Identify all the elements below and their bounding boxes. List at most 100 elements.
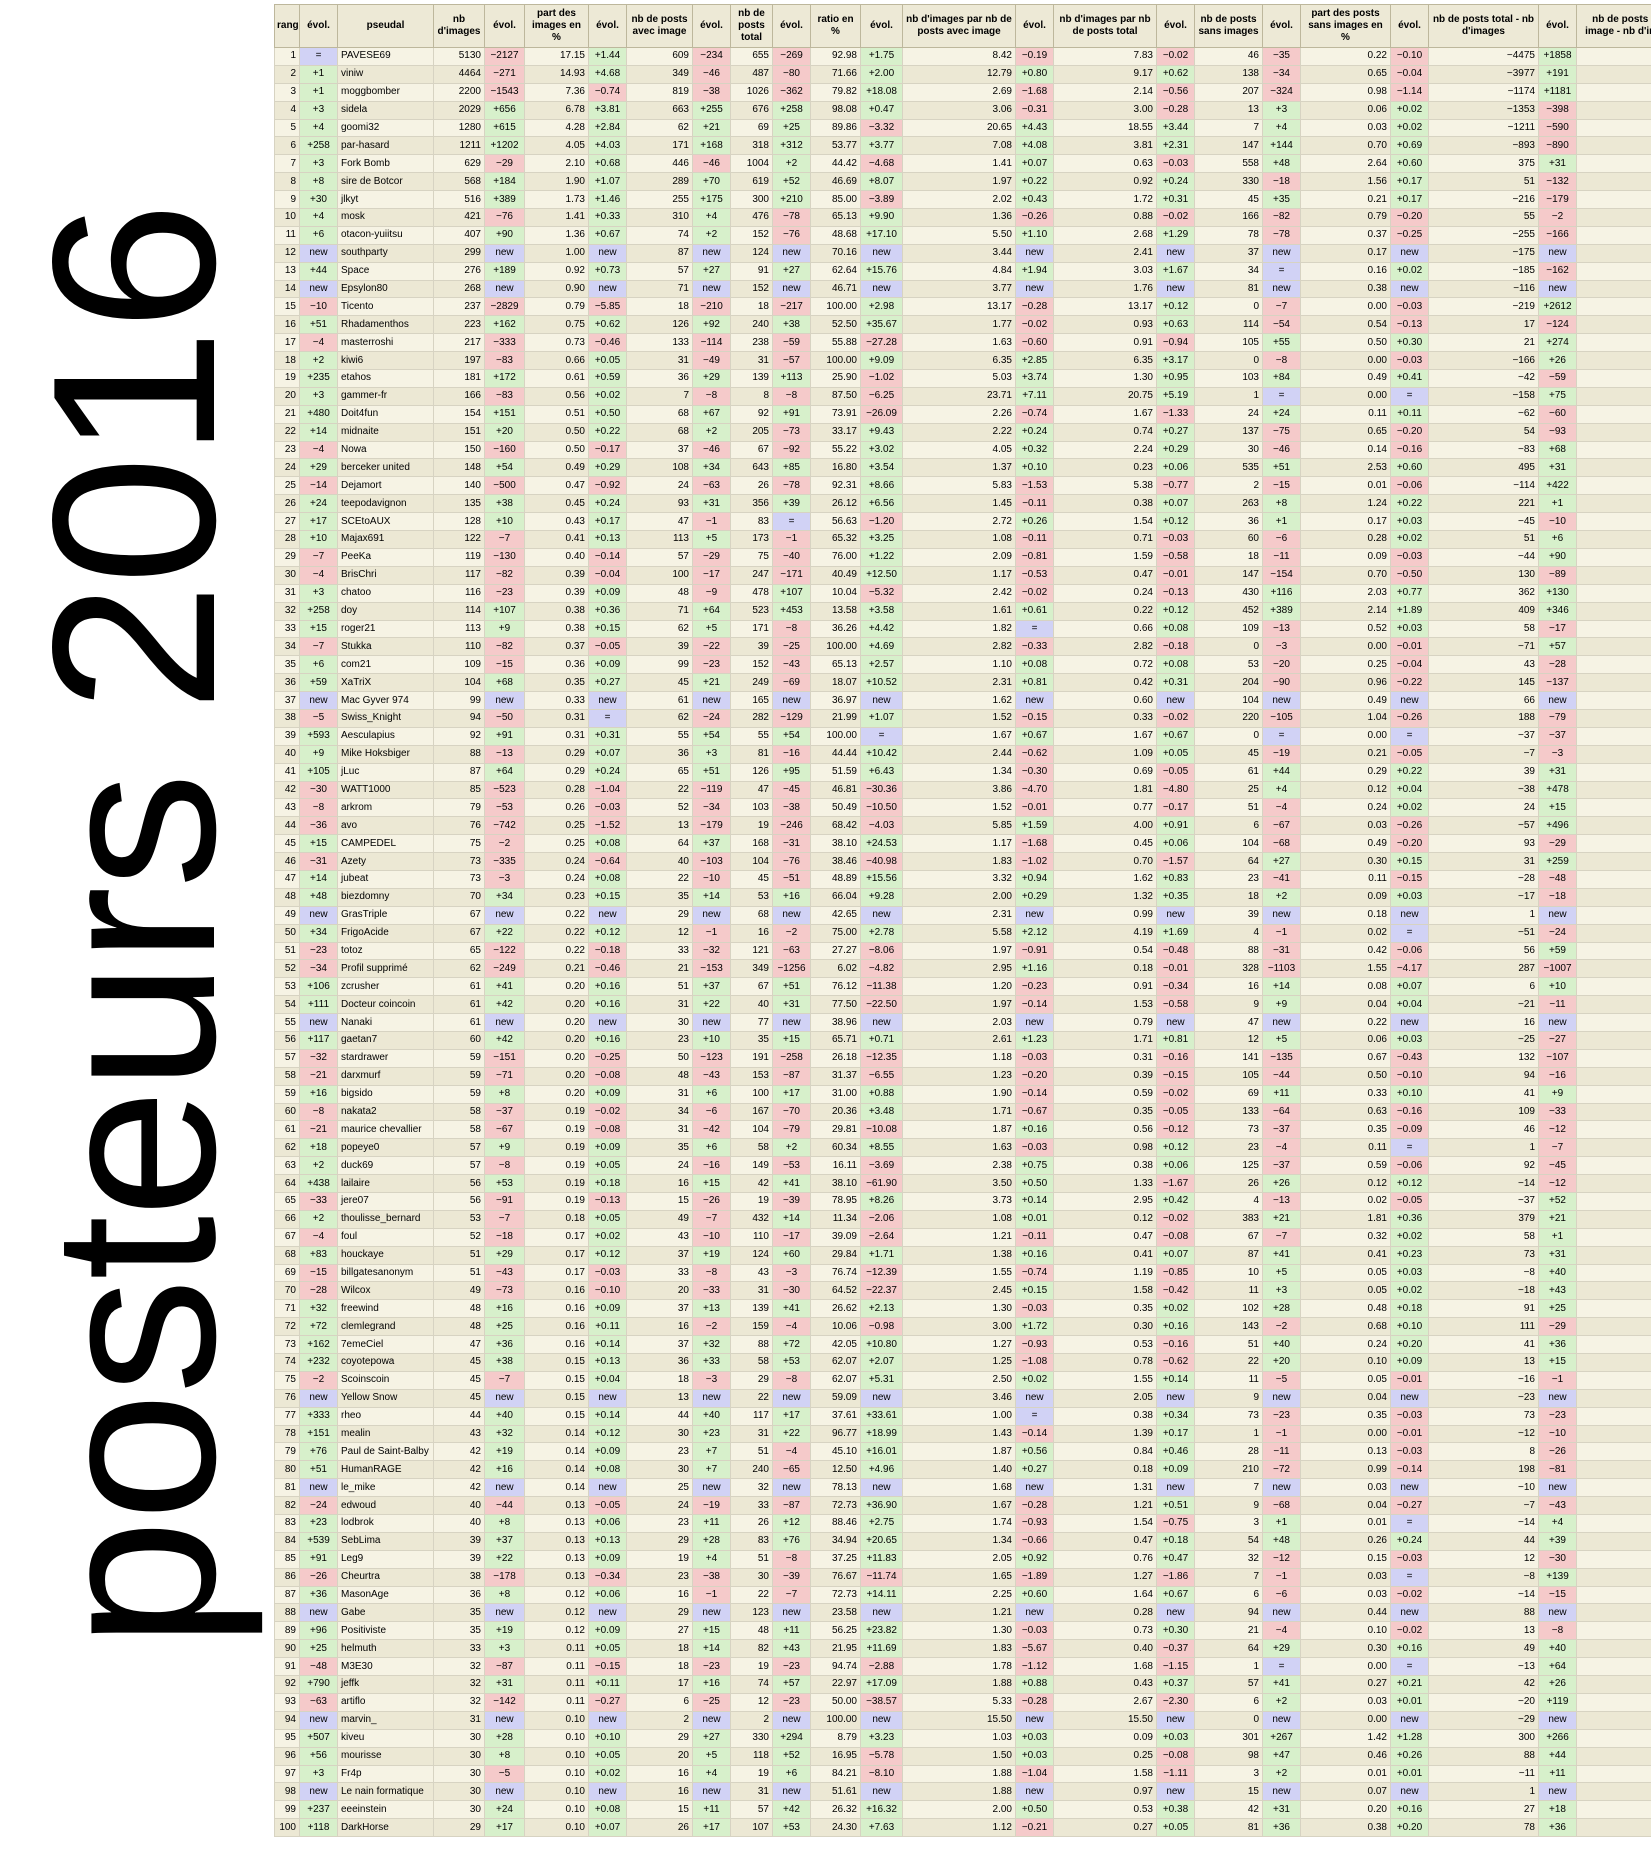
value-cell: 25	[1576, 1675, 1651, 1694]
value-cell: −34	[1576, 1370, 1651, 1390]
value-cell: −70	[1576, 816, 1651, 836]
evolution-cell: −42	[692, 1120, 731, 1140]
value-cell: 1.40	[902, 1460, 1016, 1480]
column-header[interactable]: ratio en %	[810, 4, 861, 48]
pseudo-cell: SCEtoAUX	[337, 512, 434, 532]
evolution-cell: new	[588, 1782, 627, 1802]
column-header[interactable]: part des images en %	[524, 4, 589, 48]
evolution-cell: new	[772, 1710, 811, 1730]
evolution-cell: −2829	[484, 297, 525, 317]
column-header[interactable]: pseudal	[337, 4, 434, 48]
column-header[interactable]: nb de posts sans images	[1194, 4, 1263, 48]
value-cell: 50	[626, 1048, 693, 1068]
column-header[interactable]: nb d'images par nb de posts avec image	[902, 4, 1016, 48]
column-header[interactable]: nb de posts avec image	[626, 4, 693, 48]
value-cell: 87	[626, 243, 693, 263]
value-cell: 61	[433, 1013, 485, 1032]
column-header[interactable]: évol.	[1538, 4, 1577, 48]
evolution-cell: +1.67	[1156, 261, 1195, 281]
evolution-cell: new	[484, 279, 525, 299]
evolution-cell: new	[860, 691, 903, 710]
evolution-cell: −162	[1538, 261, 1577, 281]
value-cell: 383	[1194, 1209, 1263, 1229]
column-header[interactable]: nb de posts total	[730, 4, 773, 48]
column-header[interactable]: évol.	[484, 4, 525, 48]
value-cell: 3.50	[902, 1174, 1016, 1193]
rank-cell: 8	[274, 172, 300, 192]
value-cell: −9	[1576, 852, 1651, 871]
value-cell: 2.82	[1053, 637, 1157, 657]
value-cell: 18	[626, 297, 693, 317]
column-header[interactable]: évol.	[299, 4, 338, 48]
value-cell: 20	[626, 1281, 693, 1301]
rank-cell: 81	[274, 1478, 300, 1498]
column-header[interactable]: évol.	[1015, 4, 1054, 48]
value-cell: 6	[626, 1692, 693, 1712]
value-cell: 13	[626, 1388, 693, 1408]
evolution-cell: +0.13	[588, 1353, 627, 1372]
evolution-cell: +16	[772, 887, 811, 907]
column-header[interactable]: nb d'images par nb de posts total	[1053, 4, 1157, 48]
value-cell: 1.73	[524, 190, 589, 210]
evolution-cell: +38	[484, 494, 525, 514]
column-header[interactable]: évol.	[860, 4, 903, 48]
value-cell: 263	[1194, 494, 1263, 514]
evolution-cell: +0.34	[1156, 1406, 1195, 1426]
column-header[interactable]: nb de posts total - nb d'images	[1428, 4, 1539, 48]
evolution-cell: +15.56	[860, 869, 903, 889]
rank-cell: 93	[274, 1692, 300, 1712]
evolution-cell: −46	[1262, 440, 1301, 460]
value-cell: −237	[1576, 297, 1651, 317]
evolution-cell: +0.35	[1156, 887, 1195, 907]
evolution-cell: +5	[692, 530, 731, 549]
value-cell: 2.41	[1053, 243, 1157, 263]
evolution-cell: +0.38	[1156, 1800, 1195, 1820]
value-cell: 6	[1428, 977, 1539, 997]
value-cell: 55	[730, 726, 773, 746]
column-header[interactable]: rang	[274, 4, 300, 48]
pseudo-cell: sidela	[337, 100, 434, 120]
rank-cell: 84	[274, 1531, 300, 1551]
rank-cell: 42	[274, 780, 300, 800]
value-cell: 0.19	[524, 1192, 589, 1211]
evolution-cell: −0.62	[1015, 744, 1054, 764]
column-header[interactable]: nb de posts sans image - nb d'images	[1576, 4, 1651, 48]
evolution-cell: +0.24	[1390, 1531, 1429, 1551]
evolution-cell: +26	[1538, 1675, 1577, 1694]
value-cell: 1026	[730, 82, 773, 102]
table-row: 40 +9 Mike Hoksbiger 88 −13 0.29 +0.07 36 +3 81 −1…	[274, 744, 1651, 764]
value-cell: 0.19	[524, 1138, 589, 1158]
value-cell: 95	[1576, 1317, 1651, 1337]
evolution-cell: +6	[299, 655, 338, 675]
value-cell: 168	[1576, 1460, 1651, 1480]
evolution-cell: −54	[1262, 315, 1301, 335]
value-cell: 2.10	[524, 154, 589, 174]
value-cell: 0.25	[524, 834, 589, 854]
evolution-cell: +3	[1262, 100, 1301, 120]
evolution-cell: new	[860, 1388, 903, 1408]
column-header[interactable]: évol.	[692, 4, 731, 48]
value-cell: −26	[1576, 762, 1651, 782]
value-cell: −23	[1576, 1353, 1651, 1372]
value-cell: 65.32	[810, 530, 861, 549]
value-cell: 0.11	[524, 1639, 589, 1659]
column-header[interactable]: évol.	[588, 4, 627, 48]
evolution-cell: −0.03	[1015, 1138, 1054, 1158]
column-header[interactable]: nb d'images	[433, 4, 485, 48]
value-cell: 67	[433, 905, 485, 925]
value-cell: 31	[626, 1084, 693, 1104]
column-header[interactable]: part des posts sans images en %	[1300, 4, 1391, 48]
evolution-cell: +4	[1538, 1514, 1577, 1533]
column-header[interactable]: évol.	[1262, 4, 1301, 48]
evolution-cell: +11.69	[860, 1639, 903, 1659]
column-header[interactable]: évol.	[772, 4, 811, 48]
evolution-cell: −4	[772, 1317, 811, 1337]
value-cell: 1.78	[902, 1657, 1016, 1677]
evolution-cell: new	[588, 279, 627, 299]
value-cell: 4.00	[1053, 816, 1157, 836]
evolution-cell: −0.17	[1156, 798, 1195, 818]
evolution-cell: −92	[772, 440, 811, 460]
column-header[interactable]: évol.	[1156, 4, 1195, 48]
column-header[interactable]: évol.	[1390, 4, 1429, 48]
evolution-cell: −7	[299, 637, 338, 657]
